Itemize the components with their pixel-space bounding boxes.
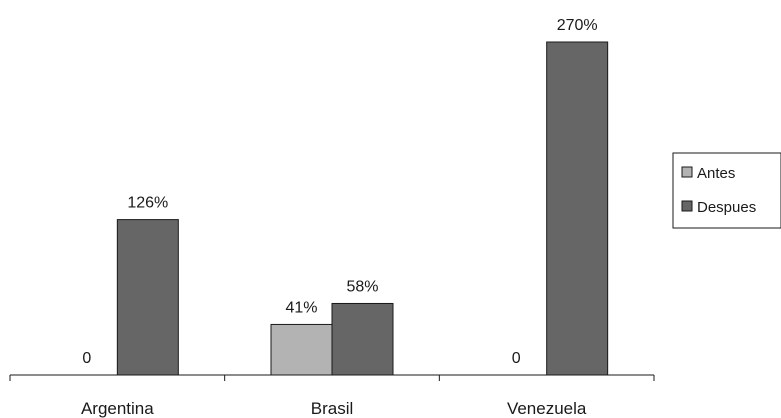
data-label-brasil-antes: 41% xyxy=(285,299,317,316)
bar-brasil-despues xyxy=(331,302,394,376)
bar-venezuela-despues xyxy=(546,41,609,376)
category-label-argentina: Argentina xyxy=(81,399,154,418)
data-label-venezuela-despues: 270% xyxy=(557,17,598,34)
bar-argentina-despues xyxy=(116,219,179,376)
data-label-venezuela-antes: 0 xyxy=(512,350,521,367)
data-label-argentina-despues: 126% xyxy=(127,195,168,212)
bars-layer xyxy=(116,41,609,376)
legend-swatch-antes xyxy=(681,166,693,178)
legend-label-antes: Antes xyxy=(697,165,735,182)
legend: Antes Despues xyxy=(672,152,781,229)
data-labels-layer: 0 126% 41% 58% 0 270% xyxy=(82,17,597,367)
x-axis-ticks: Argentina Brasil Venezuela xyxy=(9,375,655,418)
legend-swatch-despues xyxy=(681,200,693,212)
bar-brasil-antes xyxy=(270,323,333,376)
legend-label-despues: Despues xyxy=(697,199,756,216)
data-label-argentina-antes: 0 xyxy=(82,350,91,367)
category-label-venezuela: Venezuela xyxy=(507,399,587,418)
category-label-brasil: Brasil xyxy=(311,399,354,418)
data-label-brasil-despues: 58% xyxy=(346,278,378,295)
legend-box xyxy=(672,152,781,229)
